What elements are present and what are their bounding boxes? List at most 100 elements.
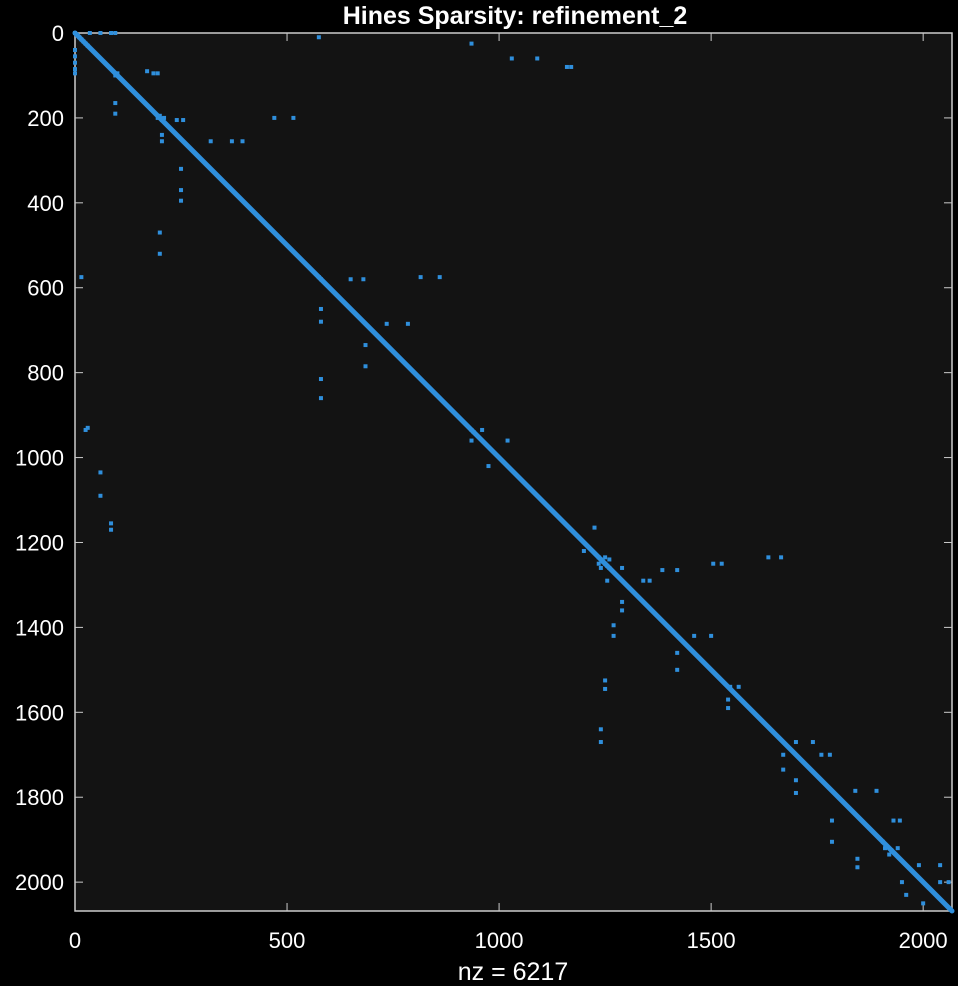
nonzero-marker (605, 563, 610, 568)
nonzero-marker (880, 839, 885, 844)
diagonal-nonzero-band (72, 30, 955, 914)
nonzero-marker (607, 557, 612, 562)
nonzero-marker (509, 56, 514, 61)
nonzero-marker (874, 788, 879, 793)
nonzero-marker (603, 555, 608, 560)
nonzero-marker (318, 277, 323, 282)
nonzero-marker (736, 684, 741, 689)
nonzero-marker (598, 565, 603, 570)
nonzero-marker (719, 561, 724, 566)
nonzero-marker (437, 275, 442, 280)
x-tick-label: 1000 (475, 928, 524, 953)
nonzero-marker (159, 132, 164, 137)
nonzero-marker (363, 364, 368, 369)
nonzero-marker (87, 31, 92, 35)
y-tick-label: 1000 (15, 446, 64, 471)
nonzero-marker (155, 71, 160, 76)
nonzero-marker (73, 31, 77, 35)
nonzero-marker (316, 275, 321, 280)
nonzero-marker (418, 275, 423, 280)
nonzero-marker (726, 706, 731, 711)
nonzero-marker (405, 321, 410, 326)
nonzero-marker (159, 139, 164, 144)
nonzero-marker (728, 684, 733, 689)
nonzero-marker (181, 118, 186, 123)
nonzero-marker (157, 113, 162, 118)
nonzero-marker (895, 846, 900, 851)
y-tick-label: 1600 (15, 700, 64, 725)
nonzero-marker (384, 321, 389, 326)
nonzero-marker (113, 101, 118, 106)
nonzero-marker (596, 561, 601, 566)
nonzero-marker (766, 555, 771, 560)
x-tick-label: 0 (69, 928, 81, 953)
nonzero-marker (79, 275, 84, 280)
nonzero-marker (469, 438, 474, 443)
nonzero-marker (603, 678, 608, 683)
nonzero-marker (469, 41, 474, 46)
nonzero-marker (73, 71, 77, 76)
nonzero-marker (162, 115, 167, 120)
nonzero-marker (113, 111, 118, 116)
nonzero-marker (208, 139, 213, 144)
nonzero-marker (891, 818, 896, 823)
nonzero-marker (611, 623, 616, 628)
nonzero-marker (620, 565, 625, 570)
nonzero-marker (882, 846, 887, 851)
nonzero-marker (469, 427, 474, 432)
nonzero-marker (779, 555, 784, 560)
nonzero-marker (240, 139, 245, 144)
nonzero-marker (229, 139, 234, 144)
nonzero-marker (73, 67, 77, 72)
nonzero-marker (793, 740, 798, 745)
y-tick-label: 1200 (15, 530, 64, 555)
y-tick-label: 200 (27, 106, 64, 131)
nonzero-marker (675, 650, 680, 655)
nonzero-marker (916, 863, 921, 868)
nonzero-marker (692, 633, 697, 638)
nonzero-marker (75, 33, 80, 38)
nonzero-marker (793, 790, 798, 795)
nonzero-marker (921, 901, 926, 906)
nonzero-marker (603, 686, 608, 691)
nonzero-marker (641, 578, 646, 583)
nonzero-marker (726, 697, 731, 702)
nonzero-marker (480, 427, 485, 432)
y-tick-label: 1400 (15, 615, 64, 640)
nonzero-marker (109, 31, 114, 35)
nonzero-marker (174, 118, 179, 123)
x-axis-ticks: 0 500 1000 1500 2000 (69, 33, 948, 953)
nonzero-marker (904, 892, 909, 897)
nonzero-marker (660, 568, 665, 573)
nonzero-marker (73, 60, 77, 65)
nonzero-marker (620, 599, 625, 604)
nonzero-marker (938, 880, 943, 885)
nonzero-marker (887, 852, 892, 857)
nonzero-marker (318, 377, 323, 382)
chart-title: Hines Sparsity: refinement_2 (343, 2, 688, 30)
nonzero-marker (889, 848, 894, 853)
nonzero-marker (73, 54, 77, 59)
nonzero-marker (709, 633, 714, 638)
nonzero-marker (899, 880, 904, 885)
nonzero-marker (781, 767, 786, 772)
nonzero-marker (675, 568, 680, 573)
nonzero-marker (829, 839, 834, 844)
nonzero-marker (83, 41, 88, 46)
nonzero-marker (471, 430, 476, 435)
nonzero-marker (73, 47, 77, 52)
nonzero-marker (827, 752, 832, 757)
nonzero-marker (77, 35, 82, 40)
y-tick-label: 1800 (15, 785, 64, 810)
y-tick-label: 800 (27, 361, 64, 386)
nonzero-marker (897, 818, 902, 823)
nonzero-marker (598, 557, 603, 562)
nonzero-marker (318, 306, 323, 311)
nonzero-marker (535, 56, 540, 61)
nonzero-marker (855, 865, 860, 870)
nonzero-marker (592, 525, 597, 530)
nonzero-marker (781, 752, 786, 757)
nonzero-marker (85, 425, 90, 430)
nonzero-marker (620, 608, 625, 613)
nonzero-marker (113, 73, 118, 78)
